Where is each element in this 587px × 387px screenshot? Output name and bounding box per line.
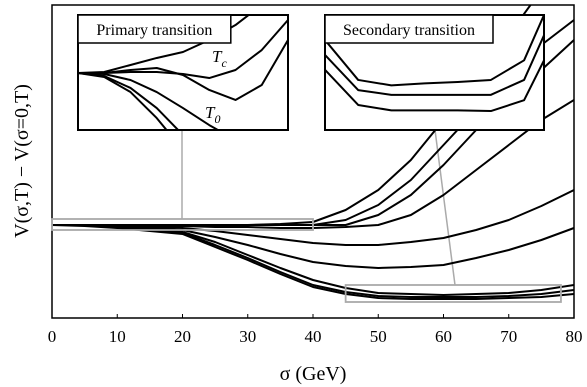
x-tick-label: 30 <box>239 327 256 346</box>
y-axis-label: V(σ,T) − V(σ=0,T) <box>11 84 33 238</box>
x-tick-label: 10 <box>109 327 126 346</box>
curve-label: T0 <box>205 103 220 126</box>
x-tick-label: 40 <box>305 327 322 346</box>
x-tick-label: 70 <box>500 327 517 346</box>
curve <box>52 224 574 269</box>
curve <box>78 72 180 130</box>
series-group <box>325 15 544 113</box>
x-tick-label: 80 <box>566 327 583 346</box>
x-tick-label: 20 <box>174 327 191 346</box>
curve-label: Tc <box>212 47 227 70</box>
x-axis-label: σ (GeV) <box>280 363 347 385</box>
x-tick-label: 60 <box>435 327 452 346</box>
curve <box>325 15 544 87</box>
title-box <box>324 14 494 44</box>
curve <box>52 189 574 246</box>
curve <box>325 34 544 96</box>
curve-label-text: T <box>212 47 223 66</box>
curve-label-sub: 0 <box>214 112 220 126</box>
connector <box>434 129 456 286</box>
curve-label-text: T <box>205 103 216 122</box>
curve-label-sub: c <box>221 56 227 70</box>
series-group <box>78 15 288 130</box>
curve <box>78 15 251 75</box>
inset-title: Primary transition <box>96 22 212 39</box>
inset-title: Secondary transition <box>343 22 475 39</box>
zoom-box <box>344 284 562 303</box>
curve <box>78 39 288 101</box>
curve <box>78 72 220 130</box>
curve <box>325 59 544 113</box>
zoom-box <box>51 218 314 231</box>
title-box <box>77 14 232 44</box>
curve <box>78 72 168 130</box>
x-tick-label: 0 <box>48 327 57 346</box>
x-tick-label: 50 <box>370 327 387 346</box>
